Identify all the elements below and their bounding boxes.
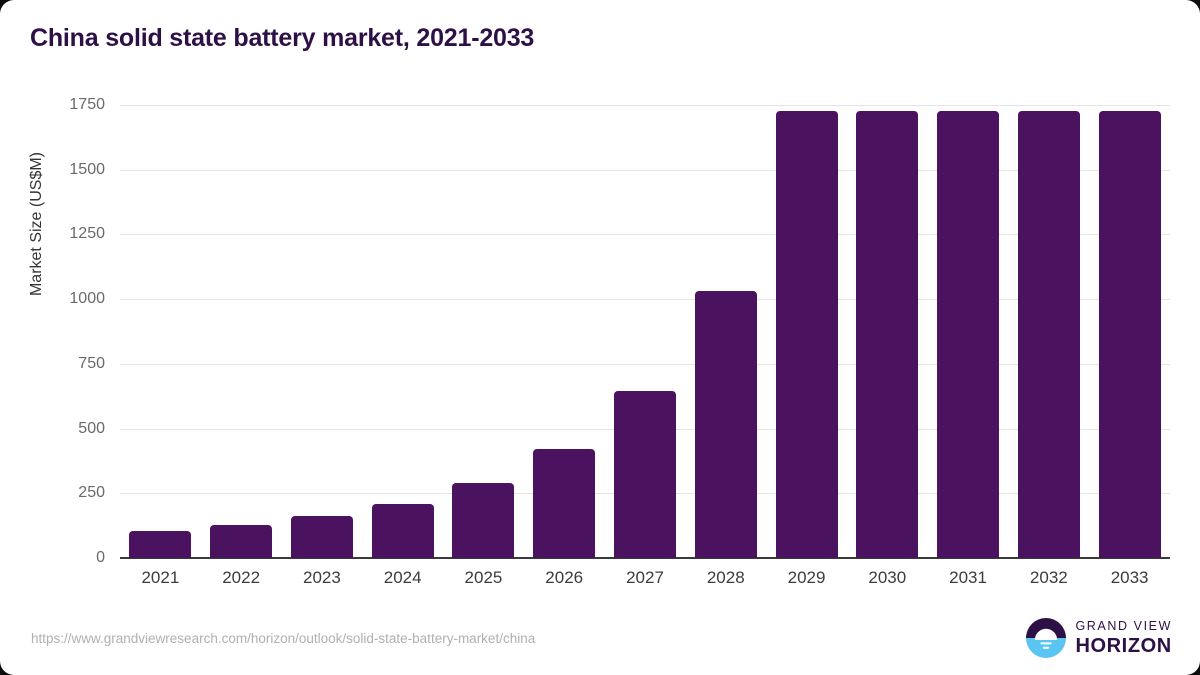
gridline <box>120 299 1170 301</box>
x-tick-label: 2032 <box>1029 568 1068 587</box>
x-tick-label: 2033 <box>1110 568 1149 587</box>
y-tick-label: 250 <box>78 484 105 502</box>
y-tick-label: 1750 <box>69 96 105 113</box>
x-tick-label: 2025 <box>464 568 503 587</box>
y-axis: Market Size (US$M) 0 250 500 750 1000 1250 150… <box>0 0 105 675</box>
x-tick-label: 2029 <box>787 568 826 587</box>
x-tick-label: 2027 <box>626 568 664 587</box>
bar-2031[interactable] <box>937 110 1000 558</box>
logo-line-1: GRAND VIEW <box>1075 619 1172 634</box>
gridline <box>120 169 1170 171</box>
bar-2025[interactable] <box>452 483 515 558</box>
bar-2028[interactable] <box>694 291 757 558</box>
bar-2021[interactable] <box>129 530 192 558</box>
x-tick-label: 2022 <box>222 568 261 587</box>
gridline <box>120 363 1170 365</box>
x-tick-label: 2026 <box>545 568 584 587</box>
y-tick-label: 0 <box>96 549 105 566</box>
bar-2032[interactable] <box>1017 110 1080 558</box>
bar-2026[interactable] <box>533 449 596 558</box>
horizon-circle-icon <box>1026 618 1067 658</box>
source-url[interactable]: https://www.grandviewresearch.com/horizo… <box>31 631 536 646</box>
bar-2022[interactable] <box>210 525 273 558</box>
y-tick-label: 1500 <box>69 160 105 178</box>
x-tick-label: 2031 <box>949 568 987 587</box>
page-title: China solid state battery market, 2021-2… <box>30 24 535 52</box>
logo-wordmark: GRAND VIEW HORIZON <box>1075 620 1172 656</box>
brand-logo: GRAND VIEW HORIZON <box>1026 618 1172 658</box>
y-tick-label: 750 <box>78 354 105 372</box>
bar-2030[interactable] <box>856 110 919 558</box>
x-axis-line <box>120 557 1170 559</box>
x-tick-label: 2028 <box>706 568 745 587</box>
x-tick-label: 2030 <box>868 568 907 587</box>
y-tick-label: 1000 <box>69 290 105 308</box>
x-tick-label: 2021 <box>141 568 180 587</box>
logo-line-2: HORIZON <box>1075 634 1172 657</box>
x-tick-label: 2023 <box>303 568 341 587</box>
y-tick-label: 1250 <box>69 225 105 243</box>
bar-2027[interactable] <box>614 391 676 558</box>
bar-2024[interactable] <box>371 503 434 558</box>
x-tick-label: 2024 <box>383 568 422 587</box>
gridline <box>120 234 1170 236</box>
bar-2023[interactable] <box>290 515 353 558</box>
bar-2029[interactable] <box>775 110 838 558</box>
y-tick-label: 500 <box>78 419 105 437</box>
gridline <box>120 105 1170 106</box>
bar-2033[interactable] <box>1098 110 1161 558</box>
bar-series <box>120 105 1170 558</box>
